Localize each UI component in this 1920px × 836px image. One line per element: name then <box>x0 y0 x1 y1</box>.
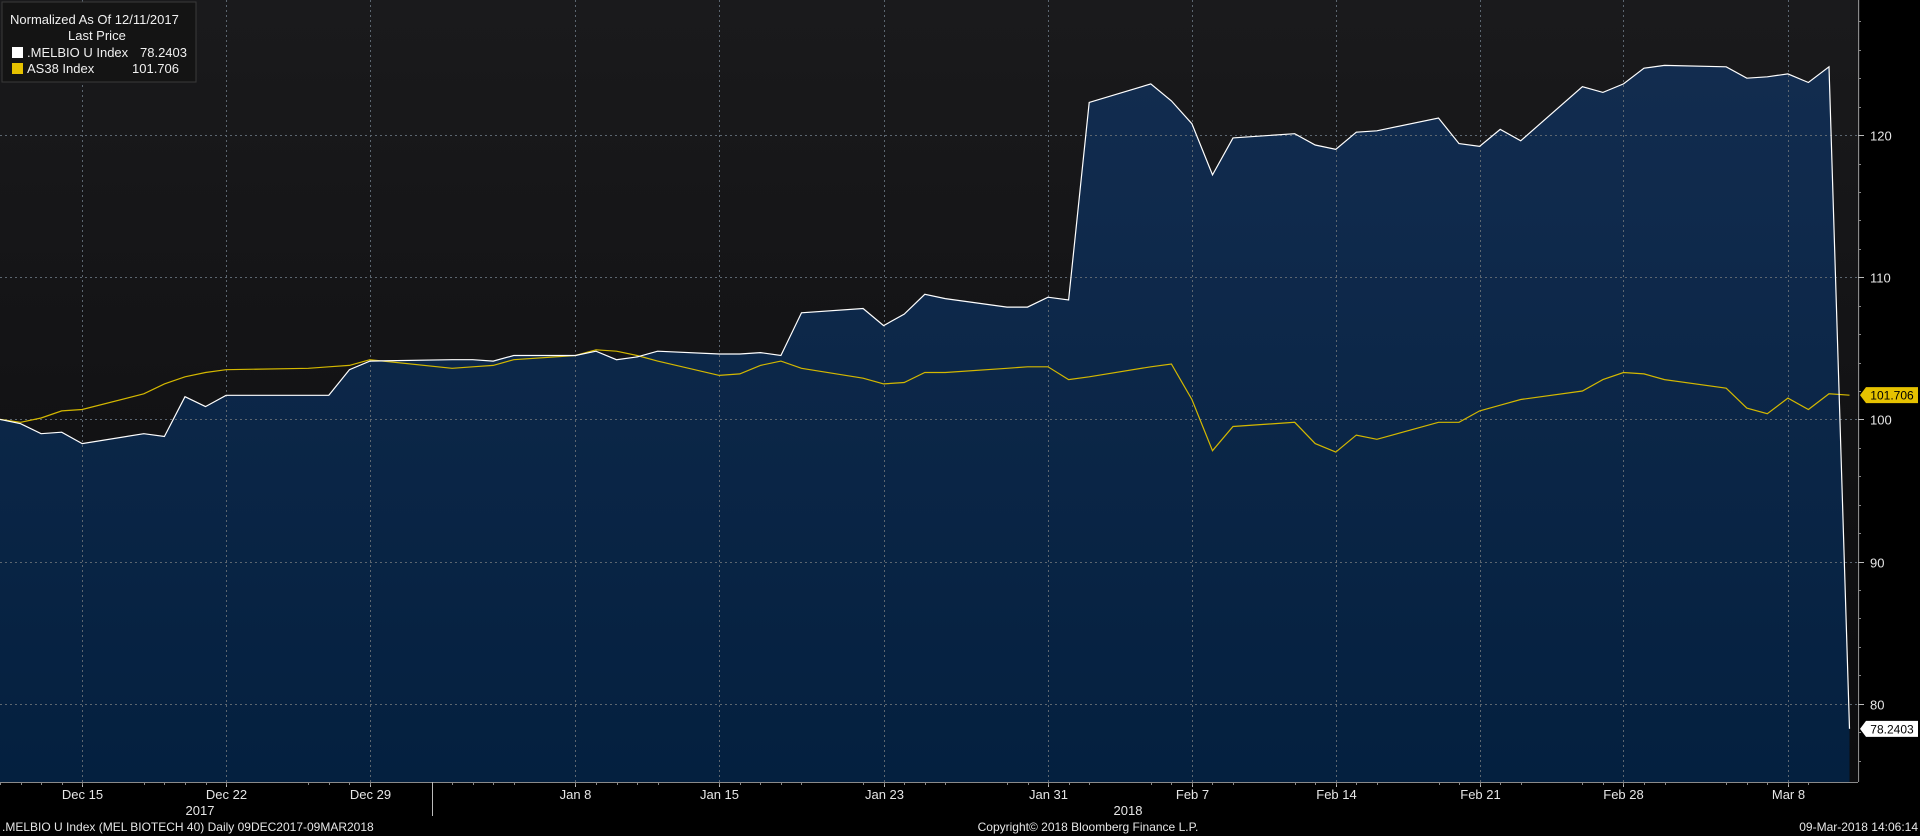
x-tick-label: Jan 15 <box>700 787 739 802</box>
melbio-series-line <box>0 64 1851 729</box>
x-tick-label: Dec 29 <box>350 787 391 802</box>
as38-badge-shape <box>1860 387 1918 404</box>
legend-box <box>1 1 197 83</box>
year-label-2017: 2017 <box>186 803 215 818</box>
x-tick-label: Feb 7 <box>1176 787 1209 802</box>
footer-copyright: Copyright© 2018 Bloomberg Finance L.P. <box>978 820 1199 834</box>
y-tick-label: 120 <box>1870 129 1892 144</box>
legend-name-melbio: .MELBIO U Index <box>27 45 129 60</box>
melbio-badge-shape <box>1860 720 1918 737</box>
footer-timestamp: 09-Mar-2018 14:06:14 <box>1799 820 1918 834</box>
legend-name-as38: AS38 Index <box>27 61 95 76</box>
as38-series-line <box>0 349 1850 453</box>
x-tick-label: Jan 23 <box>865 787 904 802</box>
x-tick-label: Feb 14 <box>1316 787 1356 802</box>
y-tick-label: 100 <box>1870 413 1892 428</box>
melbio-badge-value: 78.2403 <box>1870 722 1914 736</box>
x-tick-label: Dec 22 <box>206 787 247 802</box>
legend: Normalized As Of 12/11/2017 Last Price .… <box>1 1 197 83</box>
x-tick-label: Mar 8 <box>1772 787 1805 802</box>
footer-security-description: .MELBIO U Index (MEL BIOTECH 40) Daily 0… <box>2 820 374 834</box>
y-tick-label: 90 <box>1870 556 1884 571</box>
legend-swatch-melbio <box>12 47 23 58</box>
legend-value-melbio: 78.2403 <box>140 45 187 60</box>
y-tick-label: 110 <box>1870 271 1891 286</box>
x-tick-label: Dec 15 <box>62 787 103 802</box>
as38-badge-value: 101.706 <box>1870 389 1914 403</box>
legend-value-as38: 101.706 <box>132 61 179 76</box>
year-label-2018: 2018 <box>1114 803 1143 818</box>
x-tick-label: Feb 28 <box>1603 787 1643 802</box>
melbio-last-price-badge: 78.2403 <box>1860 720 1918 737</box>
x-tick-label: Jan 8 <box>560 787 592 802</box>
x-tick-label: Jan 31 <box>1029 787 1068 802</box>
legend-subtitle: Last Price <box>68 28 126 43</box>
y-tick-label: 80 <box>1870 698 1884 713</box>
legend-swatch-as38 <box>12 63 23 74</box>
x-tick-label: Feb 21 <box>1460 787 1500 802</box>
melbio-area-fill <box>0 65 1850 782</box>
legend-title: Normalized As Of 12/11/2017 <box>10 12 179 27</box>
as38-last-price-badge: 101.706 <box>1860 387 1918 404</box>
